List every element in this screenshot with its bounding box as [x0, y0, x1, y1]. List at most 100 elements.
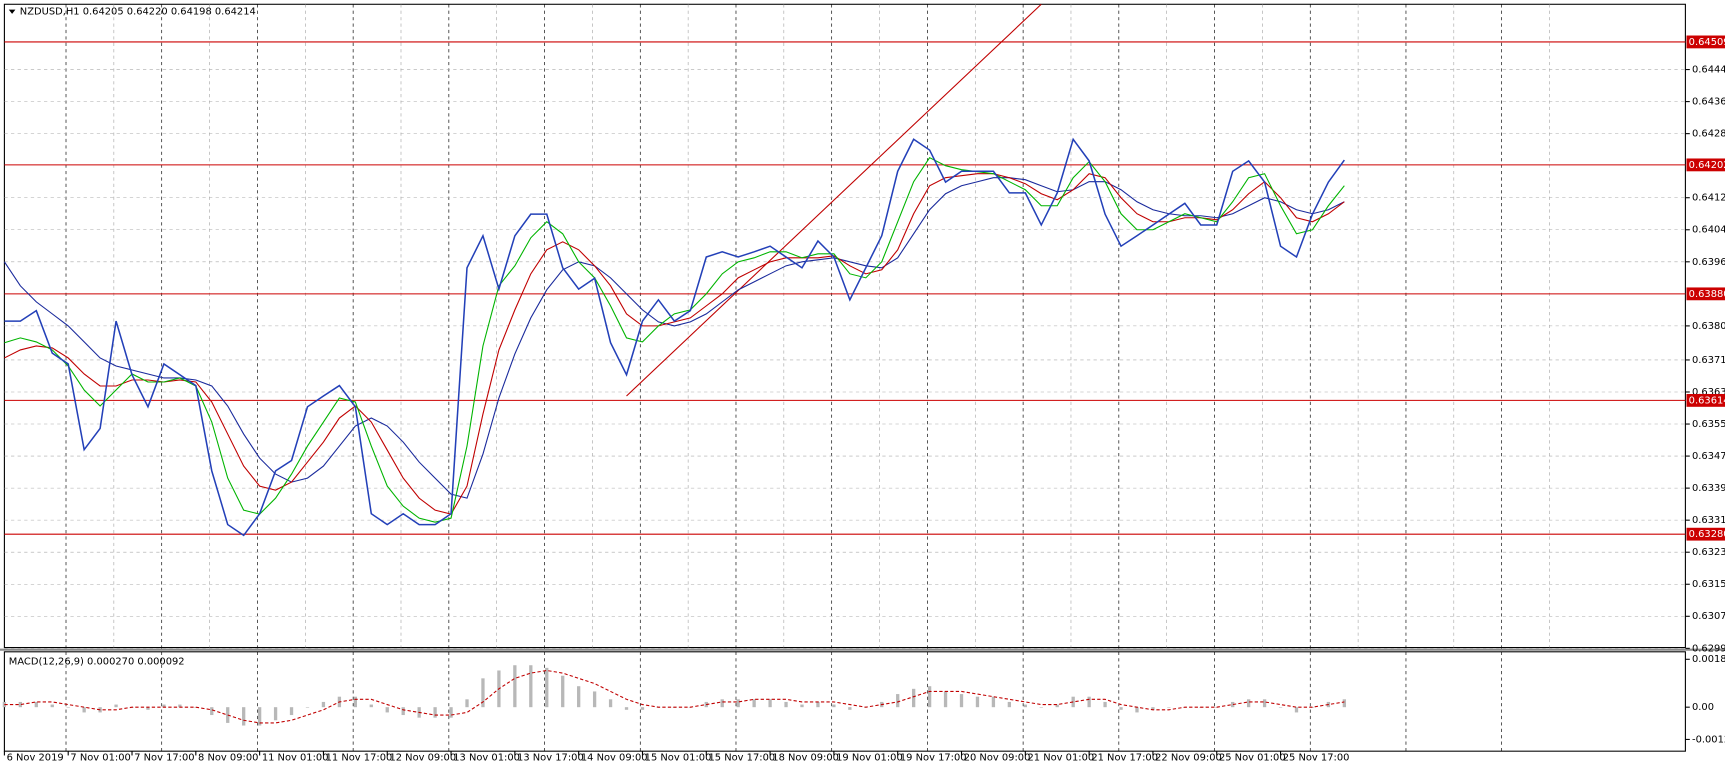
macd-bar [481, 678, 485, 708]
y-tick-label: 0.001827 [1692, 654, 1725, 665]
macd-bar [1055, 704, 1059, 708]
macd-bar [114, 704, 118, 708]
macd-bar [736, 699, 740, 708]
x-tick-label: 21 Nov 17:00 [1091, 753, 1158, 764]
y-tick-label: 0.63800 [1692, 321, 1725, 332]
x-tick-label: 13 Nov 01:00 [453, 753, 520, 764]
macd-bar [640, 707, 645, 710]
level-label-box [1686, 287, 1725, 301]
y-tick-label: 0.64440 [1692, 65, 1725, 76]
macd-bar [1278, 707, 1283, 708]
macd-bar [369, 704, 373, 708]
y-tick-label: 0.64040 [1692, 225, 1725, 236]
x-tick-label: 11 Nov 01:00 [262, 753, 329, 764]
moving-average [3, 177, 1345, 499]
macd-bar [1103, 701, 1107, 708]
signal-line [4, 669, 1345, 724]
y-tick-label: 0.63075 [1692, 611, 1725, 622]
level-label: 0.64509 [1689, 37, 1725, 48]
macd-bar [401, 707, 405, 716]
y-tick-label: 0.63475 [1692, 451, 1725, 462]
x-tick-label: 7 Nov 17:00 [134, 753, 194, 764]
macd-bar [449, 707, 453, 718]
macd-bar [592, 691, 597, 708]
x-tick-label: 22 Nov 09:00 [1155, 753, 1222, 764]
macd-bar [545, 667, 549, 708]
macd-bar [385, 707, 389, 713]
macd-bar [1262, 699, 1267, 708]
y-tick-label: 0.63960 [1692, 257, 1725, 268]
macd-bar [529, 665, 533, 708]
x-tick-label: 15 Nov 01:00 [645, 753, 712, 764]
macd-bar [353, 696, 357, 708]
macd-bar [768, 699, 772, 708]
macd-bar [513, 665, 517, 708]
macd-bar [1087, 696, 1091, 708]
macd-bar [624, 707, 629, 710]
macd-bar [720, 699, 724, 708]
macd-bar [848, 707, 852, 710]
macd-bar [800, 704, 804, 708]
macd-bar [289, 707, 294, 716]
macd-bar [465, 699, 469, 708]
y-tick-label: 0.63315 [1692, 515, 1725, 526]
macd-bar [561, 675, 565, 708]
macd-bar [210, 707, 214, 716]
macd-bar [1007, 701, 1012, 708]
trendline [626, 3, 1042, 397]
x-tick-label: 6 Nov 2019 [7, 753, 64, 764]
macd-bar [34, 701, 38, 708]
y-tick-label: 0.63235 [1692, 547, 1725, 558]
macd-bar [18, 701, 23, 708]
macd-bar [50, 704, 54, 708]
macd-bar [912, 688, 916, 708]
y-tick-label: 0.63635 [1692, 387, 1725, 398]
macd-bar [1023, 704, 1027, 708]
macd-title: MACD(12,26,9) 0.000270 0.000092 [9, 656, 185, 667]
macd-bar [1135, 707, 1139, 713]
y-tick-label: 0.63395 [1692, 483, 1725, 494]
symbol-arrow [8, 9, 16, 14]
y-tick-label: 0.63555 [1692, 419, 1725, 430]
macd-panel [3, 651, 1686, 752]
x-tick-label: 14 Nov 09:00 [581, 753, 648, 764]
level-label: 0.63614 [1689, 395, 1725, 406]
macd-bar [242, 707, 246, 726]
x-tick-label: 8 Nov 09:00 [198, 753, 258, 764]
y-tick-label: 0.00 [1692, 702, 1714, 713]
y-tick-label: 0.63155 [1692, 579, 1725, 590]
macd-bar [1151, 707, 1155, 710]
macd-bar [66, 707, 70, 708]
macd-bar [832, 704, 836, 708]
level-label: 0.64202 [1689, 160, 1725, 171]
y-tick-label: 0.62995 [1692, 643, 1725, 654]
x-tick-label: 25 Nov 17:00 [1283, 753, 1350, 764]
x-tick-label: 19 Nov 17:00 [900, 753, 967, 764]
macd-bar [959, 694, 964, 708]
macd-bar [162, 704, 166, 708]
x-tick-label: 11 Nov 17:00 [326, 753, 393, 764]
macd-bar [943, 691, 948, 708]
x-tick-label: 25 Nov 01:00 [1219, 753, 1286, 764]
macd-bar [433, 707, 437, 718]
x-tick-label: 12 Nov 09:00 [389, 753, 456, 764]
x-tick-label: 7 Nov 01:00 [70, 753, 130, 764]
macd-bar [608, 699, 613, 708]
macd-bar [991, 696, 996, 708]
moving-average [4, 156, 1345, 523]
level-label-box [1686, 527, 1725, 541]
x-tick-label: 20 Nov 09:00 [964, 753, 1031, 764]
macd-bar [1342, 699, 1347, 708]
y-tick-label: 0.64360 [1692, 97, 1725, 108]
macd-bar [273, 707, 278, 721]
x-tick-label: 13 Nov 17:00 [517, 753, 584, 764]
macd-bar [1246, 699, 1251, 708]
chart-title: NZDUSD,H1 0.64205 0.64220 0.64198 0.6421… [20, 7, 256, 18]
price-line [4, 137, 1345, 537]
macd-bar [82, 707, 86, 713]
macd-bar [752, 699, 756, 708]
